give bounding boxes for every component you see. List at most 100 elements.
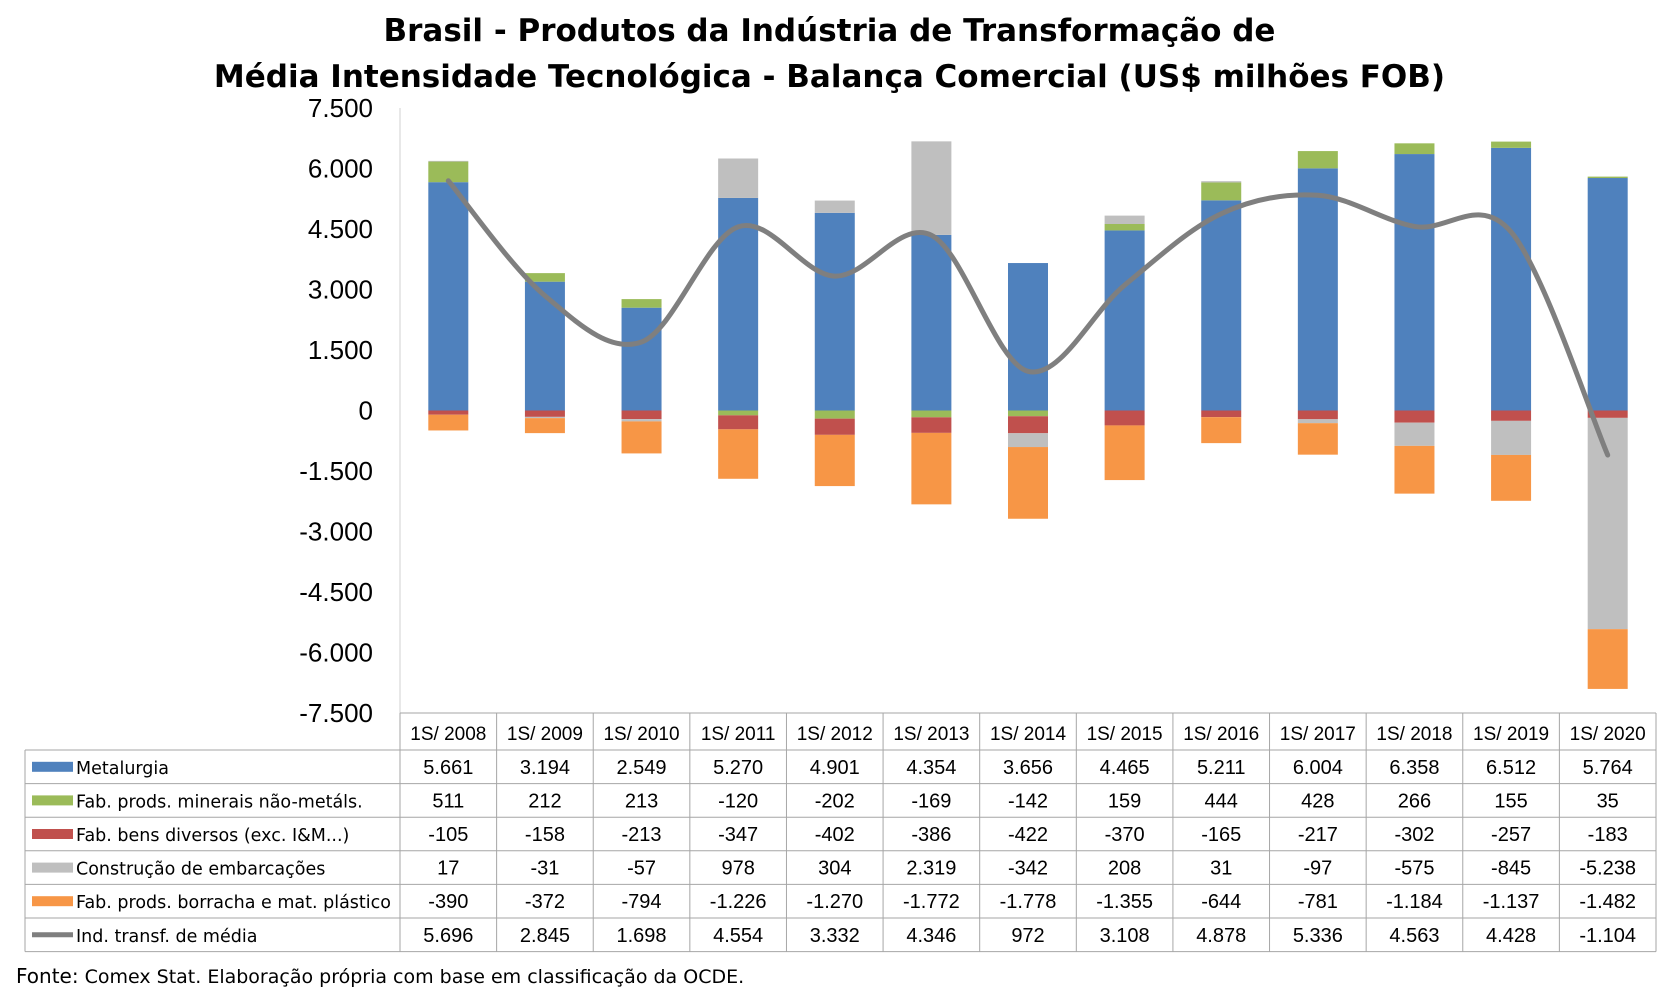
- category-label: 1S/ 2020: [1570, 724, 1646, 745]
- bar: [814, 200, 855, 213]
- bar: [621, 307, 662, 411]
- bar: [1104, 215, 1145, 224]
- table-cell: -97: [1303, 858, 1332, 880]
- y-tick-label: 1.500: [308, 335, 373, 365]
- table-cell: 5.270: [713, 757, 763, 779]
- table-cell: -794: [622, 891, 662, 913]
- bar: [718, 415, 759, 430]
- table-cell: 6.358: [1389, 757, 1439, 779]
- legend-label: Fab. prods. borracha e mat. plástico: [76, 893, 391, 913]
- category-label: 1S/ 2019: [1473, 724, 1549, 745]
- legend-label: Metalurgia: [76, 759, 169, 779]
- bar: [1104, 410, 1145, 426]
- table-cell: 5.696: [423, 925, 473, 947]
- table-cell: 35: [1597, 790, 1619, 812]
- bar: [524, 281, 565, 411]
- table-cell: 511: [432, 790, 464, 812]
- bar: [428, 414, 469, 431]
- bar: [621, 419, 662, 422]
- bar: [1587, 176, 1628, 179]
- bar: [1008, 416, 1048, 434]
- table-cell: -1.778: [1000, 891, 1057, 913]
- table-cell: 213: [625, 790, 658, 812]
- bar: [814, 434, 855, 487]
- table-cell: 4.465: [1100, 757, 1150, 779]
- table-cell: -142: [1008, 790, 1048, 812]
- table-cell: -1.482: [1579, 891, 1636, 913]
- bar: [814, 410, 855, 419]
- table-cell: 3.108: [1100, 925, 1150, 947]
- category-label: 1S/ 2017: [1280, 724, 1356, 745]
- table-cell: -213: [622, 824, 662, 846]
- table-cell: 3.194: [520, 757, 570, 779]
- table-cell: -5.238: [1579, 858, 1636, 880]
- source-note: Fonte: Comex Stat. Elaboração própria com…: [16, 964, 744, 988]
- bar: [621, 410, 662, 420]
- table-cell: 972: [1011, 925, 1044, 947]
- table-cell: -390: [428, 891, 468, 913]
- category-label: 1S/ 2012: [797, 724, 873, 745]
- bar: [911, 234, 952, 411]
- legend-swatch: [32, 829, 73, 839]
- legend-label: Fab. prods. minerais não-metáls.: [76, 792, 363, 812]
- bar: [1297, 419, 1338, 424]
- bar: [718, 158, 759, 198]
- table-cell: -370: [1105, 824, 1145, 846]
- bar: [1491, 454, 1532, 501]
- table-cell: 1.698: [617, 925, 667, 947]
- table-cell: -105: [428, 824, 468, 846]
- table-cell: 208: [1108, 858, 1141, 880]
- table-cell: 4.554: [713, 925, 763, 947]
- table-cell: 304: [818, 858, 851, 880]
- y-tick-label: -6.000: [299, 638, 373, 668]
- table-cell: 2.549: [617, 757, 667, 779]
- bar: [1587, 178, 1628, 411]
- table-cell: -1.355: [1096, 891, 1153, 913]
- table-cell: 4.346: [906, 925, 956, 947]
- table-cell: -575: [1394, 858, 1434, 880]
- bar: [1008, 433, 1048, 448]
- y-tick-label: 7.500: [308, 93, 373, 123]
- bar: [428, 160, 469, 162]
- table-cell: 444: [1205, 790, 1238, 812]
- bar: [524, 273, 565, 282]
- bar: [428, 161, 469, 183]
- table-cell: -1.226: [710, 891, 767, 913]
- table-cell: -57: [627, 858, 656, 880]
- table-cell: 2.845: [520, 925, 570, 947]
- table-cell: -217: [1298, 824, 1338, 846]
- table-cell: 5.211: [1197, 757, 1246, 779]
- table-cell: -347: [718, 824, 758, 846]
- table-cell: -342: [1008, 858, 1048, 880]
- bar: [1587, 629, 1628, 689]
- y-tick-label: -3.000: [299, 517, 373, 547]
- table-cell: -386: [911, 824, 951, 846]
- table-cell: 266: [1398, 790, 1431, 812]
- bar: [1491, 141, 1532, 148]
- table-cell: 428: [1301, 790, 1334, 812]
- bar: [1201, 417, 1242, 444]
- category-label: 1S/ 2008: [410, 724, 486, 745]
- table-cell: -422: [1008, 824, 1048, 846]
- category-label: 1S/ 2014: [990, 724, 1066, 745]
- table-cell: -402: [815, 824, 855, 846]
- bar: [911, 432, 952, 505]
- bar: [1394, 154, 1435, 411]
- table-cell: -1.184: [1386, 891, 1443, 913]
- table-cell: 5.661: [423, 757, 473, 779]
- legend-label: Fab. bens diversos (exc. I&M...): [76, 826, 349, 846]
- legend-swatch: [32, 795, 73, 806]
- table-cell: -1.104: [1579, 925, 1636, 947]
- bar: [1297, 410, 1338, 420]
- table-cell: -165: [1201, 824, 1241, 846]
- chart-title-line-1: Brasil - Produtos da Indústria de Transf…: [383, 13, 1276, 49]
- bar: [1491, 147, 1532, 411]
- legend-swatch: [32, 896, 73, 907]
- table-cell: -845: [1491, 858, 1531, 880]
- chart-title-line-2: Média Intensidade Tecnológica - Balança …: [213, 59, 1446, 95]
- bar: [718, 410, 759, 416]
- chart-title: Brasil - Produtos da Indústria de Transf…: [0, 8, 1659, 100]
- category-label: 1S/ 2010: [603, 724, 679, 745]
- y-tick-label: -4.500: [299, 577, 373, 607]
